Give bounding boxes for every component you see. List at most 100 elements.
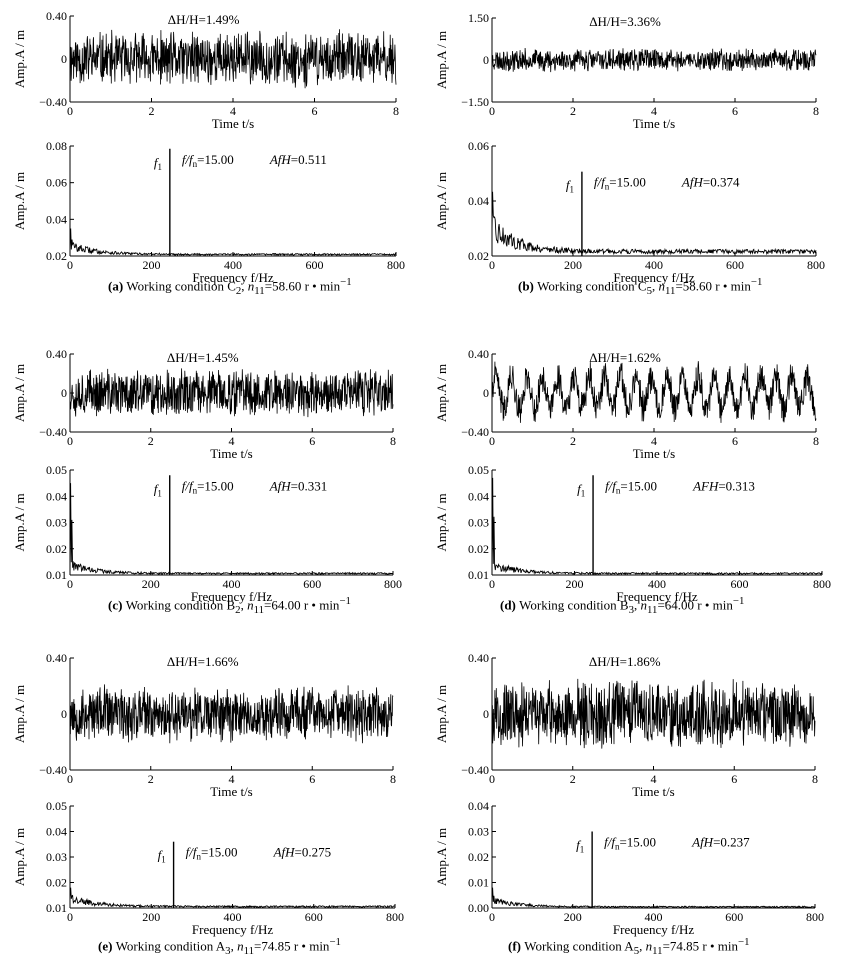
y-tick-label: 0.03 (468, 516, 489, 530)
x-tick-label: 0 (489, 910, 495, 924)
y-tick-label: −0.40 (461, 763, 489, 777)
x-tick-label: 400 (223, 577, 241, 591)
afh-label: AFH=0.313 (692, 478, 755, 493)
x-tick-label: 600 (303, 577, 321, 591)
fluctuation-annotation: ΔH/H=1.49% (168, 12, 240, 27)
y-tick-label: 0 (61, 52, 67, 66)
fluctuation-annotation: ΔH/H=1.66% (167, 654, 239, 669)
x-tick-label: 800 (806, 910, 824, 924)
fluctuation-annotation: ΔH/H=1.45% (167, 350, 239, 365)
y-tick-label: 0.01 (468, 568, 489, 582)
x-axis-label: Time t/s (632, 784, 675, 799)
y-tick-label: 0.04 (46, 212, 67, 226)
x-tick-label: 2 (570, 104, 576, 118)
y-axis-label: Amp.A / m (434, 493, 449, 551)
y-axis-label: Amp.A / m (12, 685, 27, 743)
y-axis-label: Amp.A / m (434, 364, 449, 422)
time-series-line (491, 361, 817, 423)
y-tick-label: 0.40 (46, 651, 67, 665)
x-tick-label: 600 (731, 577, 749, 591)
x-tick-label: 2 (570, 772, 576, 786)
x-tick-label: 0 (67, 772, 73, 786)
x-tick-label: 6 (732, 104, 738, 118)
caption-d: (d) Working condition B3, n11=64.00 r • … (500, 595, 745, 616)
x-tick-label: 800 (387, 258, 405, 272)
y-tick-label: 0.02 (46, 876, 67, 890)
chart-a-spectrum: 0 200 400 600 800 0.02 0.04 0.06 0.08 Frequency f… (12, 139, 405, 285)
x-tick-label: 400 (648, 577, 666, 591)
y-axis-label: Amp.A / m (12, 30, 27, 88)
frequency-ratio-label: f/fn=15.00 (186, 845, 238, 862)
x-tick-label: 200 (143, 258, 161, 272)
frequency-ratio-label: f/fn=15.00 (182, 478, 234, 495)
spectrum-line (491, 191, 817, 256)
frequency-ratio-label: f/fn=15.00 (182, 152, 234, 169)
y-tick-label: 0.05 (468, 463, 489, 477)
x-tick-label: 8 (813, 434, 819, 448)
y-tick-label: 0.05 (46, 799, 67, 813)
x-tick-label: 600 (306, 258, 324, 272)
x-tick-label: 0 (489, 577, 495, 591)
x-tick-label: 600 (726, 258, 744, 272)
y-axis-label: Amp.A / m (12, 364, 27, 422)
x-tick-label: 400 (645, 910, 663, 924)
x-axis-label: Frequency f/Hz (192, 922, 273, 937)
y-axis-label: Amp.A / m (434, 31, 449, 89)
afh-label: AfH=0.374 (681, 175, 740, 190)
x-tick-label: 8 (390, 434, 396, 448)
x-tick-label: 4 (651, 104, 657, 118)
chart-c-spectrum: 0 200 400 600 800 0.01 0.02 0.03 0.04 0.05 Frequen… (12, 463, 402, 604)
x-axis-label: Time t/s (210, 446, 253, 461)
x-tick-label: 0 (67, 577, 73, 591)
f1-label: f1 (154, 155, 162, 172)
caption-label: (d) (500, 597, 520, 613)
caption-e: (e) Working condition A3, n11=74.85 r • … (98, 936, 341, 957)
y-tick-label: 0.06 (468, 139, 489, 153)
spectrum-line (69, 228, 397, 257)
frequency-ratio-label: f/fn=15.00 (605, 478, 657, 495)
x-tick-label: 2 (148, 772, 154, 786)
x-axis-label: Time t/s (633, 446, 676, 461)
y-axis-label: Amp.A / m (12, 493, 27, 551)
caption-c: (c) Working condition B2, n11=64.00 r • … (108, 595, 351, 616)
y-tick-label: 0.02 (46, 249, 67, 263)
x-tick-label: 200 (142, 577, 160, 591)
x-tick-label: 6 (309, 434, 315, 448)
y-tick-label: 0 (483, 53, 489, 67)
time-series-line (491, 47, 817, 73)
y-tick-label: 0 (483, 386, 489, 400)
y-tick-label: 0.04 (468, 799, 489, 813)
spectrum-line (491, 477, 823, 576)
x-tick-label: 6 (732, 434, 738, 448)
chart-e-spectrum: 0 200 400 600 800 0.01 0.02 0.03 0.04 0.05 Frequen… (12, 799, 404, 937)
caption-f: (f) Working condition A5, n11=74.85 r • … (508, 936, 750, 957)
x-tick-label: 4 (230, 104, 236, 118)
x-tick-label: 200 (564, 910, 582, 924)
y-axis-label: Amp.A / m (12, 172, 27, 230)
x-tick-label: 4 (229, 434, 235, 448)
y-axis-label: Amp.A / m (434, 172, 449, 230)
y-tick-label: 0.03 (468, 825, 489, 839)
x-tick-label: 6 (312, 104, 318, 118)
x-axis-label: Time t/s (633, 116, 676, 131)
y-tick-label: 0.40 (46, 347, 67, 361)
spectrum-line (69, 887, 396, 909)
x-axis-label: Frequency f/Hz (613, 270, 694, 285)
y-tick-label: 0 (483, 707, 489, 721)
y-tick-label: 0 (61, 707, 67, 721)
y-tick-label: 0.02 (468, 850, 489, 864)
f1-label: f1 (576, 838, 584, 855)
x-tick-label: 600 (725, 910, 743, 924)
caption-label: (e) (98, 938, 116, 954)
x-tick-label: 800 (807, 258, 825, 272)
frequency-ratio-label: f/fn=15.00 (604, 835, 656, 852)
x-axis-label: Time t/s (212, 116, 255, 131)
y-tick-label: 0.40 (46, 9, 67, 23)
x-tick-label: 2 (149, 104, 155, 118)
x-axis-label: Frequency f/Hz (192, 270, 273, 285)
x-tick-label: 0 (67, 910, 73, 924)
